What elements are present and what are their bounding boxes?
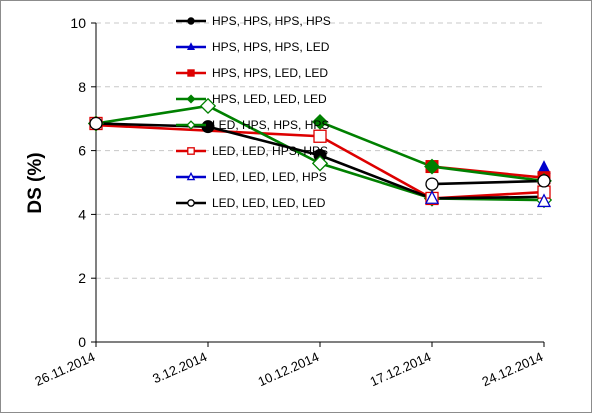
- data-point: [536, 193, 552, 208]
- y-tick-label: 8: [78, 79, 86, 95]
- series-markers: [87, 97, 553, 209]
- x-tick-label: 24.12.2014: [480, 349, 546, 389]
- legend-marker: [186, 120, 196, 130]
- data-point: [424, 190, 440, 204]
- legend-marker: [187, 17, 195, 25]
- legend-entry: LED, LED, LED, LED: [212, 196, 326, 210]
- legend-entry: HPS, HPS, HPS, LED: [212, 40, 330, 54]
- data-point: [313, 129, 327, 143]
- legend-marker: [187, 199, 195, 207]
- data-point: [199, 97, 217, 115]
- data-point: [424, 158, 440, 175]
- axes: [91, 22, 545, 347]
- legend-marker: [187, 69, 195, 77]
- y-tick-labels: 0 2 4 6 8 10: [70, 15, 86, 350]
- data-point: [311, 155, 329, 172]
- y-axis-title: DS (%): [25, 152, 46, 213]
- data-point: [89, 116, 103, 131]
- legend-marker: [186, 94, 196, 104]
- series-line: [431, 179, 545, 186]
- gridlines: [96, 22, 544, 279]
- legend-entry: HPS, HPS, HPS, HPS: [212, 14, 331, 28]
- data-point: [425, 177, 439, 191]
- x-tick-label: 3.12.2014: [150, 349, 209, 386]
- x-tick-label: 26.11.2014: [33, 349, 98, 389]
- data-point: [312, 113, 328, 130]
- x-tick-labels: 26.11.2014 3.12.2014 10.12.2014 17.12.2014 2…: [33, 349, 546, 389]
- legend-entry: LED, LED, HPS, HPS: [212, 144, 328, 158]
- legend-entry: HPS, HPS, LED, LED: [212, 66, 328, 80]
- data-point: [537, 160, 551, 174]
- y-tick-label: 2: [78, 270, 86, 286]
- data-point: [537, 174, 551, 188]
- legend-entry: HPS, LED, LED, LED: [212, 92, 327, 106]
- legend-marker: [187, 147, 195, 155]
- x-tick-label: 17.12.2014: [368, 349, 434, 389]
- legend: HPS, HPS, HPS, HPS HPS, HPS, HPS, LED HPS,…: [176, 14, 331, 210]
- data-point: [201, 120, 215, 134]
- x-tick-label: 10.12.2014: [256, 349, 322, 389]
- y-tick-label: 6: [78, 143, 86, 159]
- legend-entry: LED, HPS, HPS, HPS: [212, 118, 329, 132]
- y-tick-label: 0: [78, 334, 86, 350]
- y-tick-label: 4: [78, 206, 86, 222]
- legend-marker: [186, 171, 196, 181]
- y-tick-label: 10: [70, 15, 86, 31]
- legend-marker: [186, 42, 196, 51]
- legend-entry: LED, LED, LED, HPS: [212, 170, 327, 184]
